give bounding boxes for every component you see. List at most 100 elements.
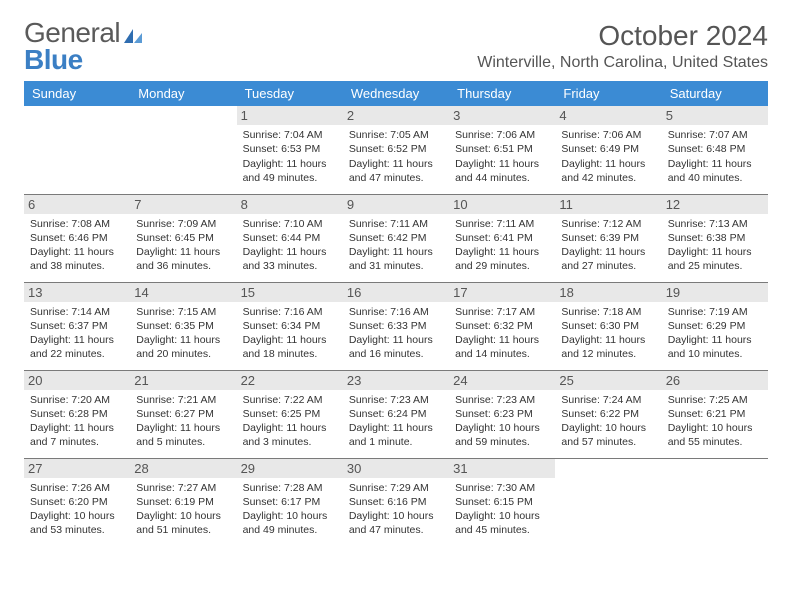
weekday-header: Saturday bbox=[662, 81, 768, 106]
day-info: Sunrise: 7:12 AMSunset: 6:39 PMDaylight:… bbox=[561, 217, 655, 274]
day-info: Sunrise: 7:24 AMSunset: 6:22 PMDaylight:… bbox=[561, 393, 655, 450]
calendar-row: 6 Sunrise: 7:08 AMSunset: 6:46 PMDaylight… bbox=[24, 194, 768, 282]
calendar-cell: 9 Sunrise: 7:11 AMSunset: 6:42 PMDaylight… bbox=[343, 194, 449, 282]
day-number: 25 bbox=[555, 371, 661, 390]
day-number: 31 bbox=[449, 459, 555, 478]
calendar-cell: 1 Sunrise: 7:04 AMSunset: 6:53 PMDaylight… bbox=[237, 106, 343, 194]
day-info: Sunrise: 7:06 AMSunset: 6:51 PMDaylight:… bbox=[455, 128, 549, 185]
day-number: 4 bbox=[555, 106, 661, 125]
day-number: 21 bbox=[130, 371, 236, 390]
day-info: Sunrise: 7:06 AMSunset: 6:49 PMDaylight:… bbox=[561, 128, 655, 185]
day-info: Sunrise: 7:10 AMSunset: 6:44 PMDaylight:… bbox=[243, 217, 337, 274]
calendar-cell: 16 Sunrise: 7:16 AMSunset: 6:33 PMDayligh… bbox=[343, 282, 449, 370]
day-number: 5 bbox=[662, 106, 768, 125]
calendar-cell: 15 Sunrise: 7:16 AMSunset: 6:34 PMDayligh… bbox=[237, 282, 343, 370]
day-info: Sunrise: 7:16 AMSunset: 6:33 PMDaylight:… bbox=[349, 305, 443, 362]
calendar-cell: 27Sunrise: 7:26 AMSunset: 6:20 PMDayligh… bbox=[24, 458, 130, 546]
day-number: 7 bbox=[130, 195, 236, 214]
weekday-header: Wednesday bbox=[343, 81, 449, 106]
day-number: 28 bbox=[130, 459, 236, 478]
day-number: 3 bbox=[449, 106, 555, 125]
title-block: October 2024 Winterville, North Carolina… bbox=[477, 20, 768, 72]
day-number: 12 bbox=[662, 195, 768, 214]
logo-text-blue: Blue bbox=[24, 44, 83, 75]
day-info: Sunrise: 7:29 AMSunset: 6:16 PMDaylight:… bbox=[349, 481, 443, 538]
calendar-cell-empty bbox=[555, 458, 661, 546]
day-number: 14 bbox=[130, 283, 236, 302]
calendar-cell: 10Sunrise: 7:11 AMSunset: 6:41 PMDayligh… bbox=[449, 194, 555, 282]
day-number: 29 bbox=[237, 459, 343, 478]
day-info: Sunrise: 7:22 AMSunset: 6:25 PMDaylight:… bbox=[243, 393, 337, 450]
day-number: 9 bbox=[343, 195, 449, 214]
day-info: Sunrise: 7:16 AMSunset: 6:34 PMDaylight:… bbox=[243, 305, 337, 362]
logo-sail-icon bbox=[123, 22, 145, 49]
calendar-cell-empty bbox=[662, 458, 768, 546]
day-info: Sunrise: 7:28 AMSunset: 6:17 PMDaylight:… bbox=[243, 481, 337, 538]
day-info: Sunrise: 7:09 AMSunset: 6:45 PMDaylight:… bbox=[136, 217, 230, 274]
month-title: October 2024 bbox=[477, 20, 768, 52]
calendar-cell: 26Sunrise: 7:25 AMSunset: 6:21 PMDayligh… bbox=[662, 370, 768, 458]
page-header: GeneralBlue October 2024 Winterville, No… bbox=[24, 20, 768, 73]
calendar-cell: 2 Sunrise: 7:05 AMSunset: 6:52 PMDaylight… bbox=[343, 106, 449, 194]
weekday-header: Thursday bbox=[449, 81, 555, 106]
weekday-header: Monday bbox=[130, 81, 236, 106]
calendar-table: SundayMondayTuesdayWednesdayThursdayFrid… bbox=[24, 81, 768, 546]
logo: GeneralBlue bbox=[24, 20, 145, 73]
day-number: 30 bbox=[343, 459, 449, 478]
calendar-cell: 31 Sunrise: 7:30 AMSunset: 6:15 PMDayligh… bbox=[449, 458, 555, 546]
day-number: 13 bbox=[24, 283, 130, 302]
calendar-cell: 7 Sunrise: 7:09 AMSunset: 6:45 PMDaylight… bbox=[130, 194, 236, 282]
day-number: 11 bbox=[555, 195, 661, 214]
calendar-row: 27Sunrise: 7:26 AMSunset: 6:20 PMDayligh… bbox=[24, 458, 768, 546]
day-number: 8 bbox=[237, 195, 343, 214]
calendar-cell: 14Sunrise: 7:15 AMSunset: 6:35 PMDayligh… bbox=[130, 282, 236, 370]
day-info: Sunrise: 7:21 AMSunset: 6:27 PMDaylight:… bbox=[136, 393, 230, 450]
day-number: 26 bbox=[662, 371, 768, 390]
day-number: 20 bbox=[24, 371, 130, 390]
day-number: 19 bbox=[662, 283, 768, 302]
calendar-cell: 8 Sunrise: 7:10 AMSunset: 6:44 PMDaylight… bbox=[237, 194, 343, 282]
calendar-cell-empty bbox=[24, 106, 130, 194]
day-number: 16 bbox=[343, 283, 449, 302]
calendar-row: 13Sunrise: 7:14 AMSunset: 6:37 PMDayligh… bbox=[24, 282, 768, 370]
day-number: 23 bbox=[343, 371, 449, 390]
day-info: Sunrise: 7:13 AMSunset: 6:38 PMDaylight:… bbox=[668, 217, 762, 274]
day-number: 1 bbox=[237, 106, 343, 125]
day-number: 2 bbox=[343, 106, 449, 125]
weekday-header: Tuesday bbox=[237, 81, 343, 106]
day-info: Sunrise: 7:05 AMSunset: 6:52 PMDaylight:… bbox=[349, 128, 443, 185]
calendar-row: 20 Sunrise: 7:20 AMSunset: 6:28 PMDayligh… bbox=[24, 370, 768, 458]
calendar-cell: 19 Sunrise: 7:19 AMSunset: 6:29 PMDayligh… bbox=[662, 282, 768, 370]
day-info: Sunrise: 7:11 AMSunset: 6:42 PMDaylight:… bbox=[349, 217, 443, 274]
day-number: 24 bbox=[449, 371, 555, 390]
calendar-cell: 25 Sunrise: 7:24 AMSunset: 6:22 PMDayligh… bbox=[555, 370, 661, 458]
weekday-header-row: SundayMondayTuesdayWednesdayThursdayFrid… bbox=[24, 81, 768, 106]
day-info: Sunrise: 7:19 AMSunset: 6:29 PMDaylight:… bbox=[668, 305, 762, 362]
calendar-cell: 3 Sunrise: 7:06 AMSunset: 6:51 PMDaylight… bbox=[449, 106, 555, 194]
day-number: 22 bbox=[237, 371, 343, 390]
calendar-cell: 13Sunrise: 7:14 AMSunset: 6:37 PMDayligh… bbox=[24, 282, 130, 370]
day-number: 10 bbox=[449, 195, 555, 214]
calendar-cell: 11 Sunrise: 7:12 AMSunset: 6:39 PMDayligh… bbox=[555, 194, 661, 282]
day-info: Sunrise: 7:20 AMSunset: 6:28 PMDaylight:… bbox=[30, 393, 124, 450]
day-number: 6 bbox=[24, 195, 130, 214]
calendar-cell: 24Sunrise: 7:23 AMSunset: 6:23 PMDayligh… bbox=[449, 370, 555, 458]
calendar-cell: 12 Sunrise: 7:13 AMSunset: 6:38 PMDayligh… bbox=[662, 194, 768, 282]
calendar-cell: 23 Sunrise: 7:23 AMSunset: 6:24 PMDayligh… bbox=[343, 370, 449, 458]
day-info: Sunrise: 7:17 AMSunset: 6:32 PMDaylight:… bbox=[455, 305, 549, 362]
day-info: Sunrise: 7:23 AMSunset: 6:24 PMDaylight:… bbox=[349, 393, 443, 450]
day-number: 15 bbox=[237, 283, 343, 302]
day-number: 17 bbox=[449, 283, 555, 302]
calendar-cell: 21 Sunrise: 7:21 AMSunset: 6:27 PMDayligh… bbox=[130, 370, 236, 458]
calendar-cell: 20 Sunrise: 7:20 AMSunset: 6:28 PMDayligh… bbox=[24, 370, 130, 458]
calendar-cell: 5Sunrise: 7:07 AMSunset: 6:48 PMDaylight… bbox=[662, 106, 768, 194]
weekday-header: Sunday bbox=[24, 81, 130, 106]
calendar-cell-empty bbox=[130, 106, 236, 194]
calendar-cell: 28Sunrise: 7:27 AMSunset: 6:19 PMDayligh… bbox=[130, 458, 236, 546]
day-info: Sunrise: 7:04 AMSunset: 6:53 PMDaylight:… bbox=[243, 128, 337, 185]
day-info: Sunrise: 7:08 AMSunset: 6:46 PMDaylight:… bbox=[30, 217, 124, 274]
calendar-body: 1 Sunrise: 7:04 AMSunset: 6:53 PMDaylight… bbox=[24, 106, 768, 546]
day-info: Sunrise: 7:30 AMSunset: 6:15 PMDaylight:… bbox=[455, 481, 549, 538]
day-number: 18 bbox=[555, 283, 661, 302]
calendar-cell: 22 Sunrise: 7:22 AMSunset: 6:25 PMDayligh… bbox=[237, 370, 343, 458]
